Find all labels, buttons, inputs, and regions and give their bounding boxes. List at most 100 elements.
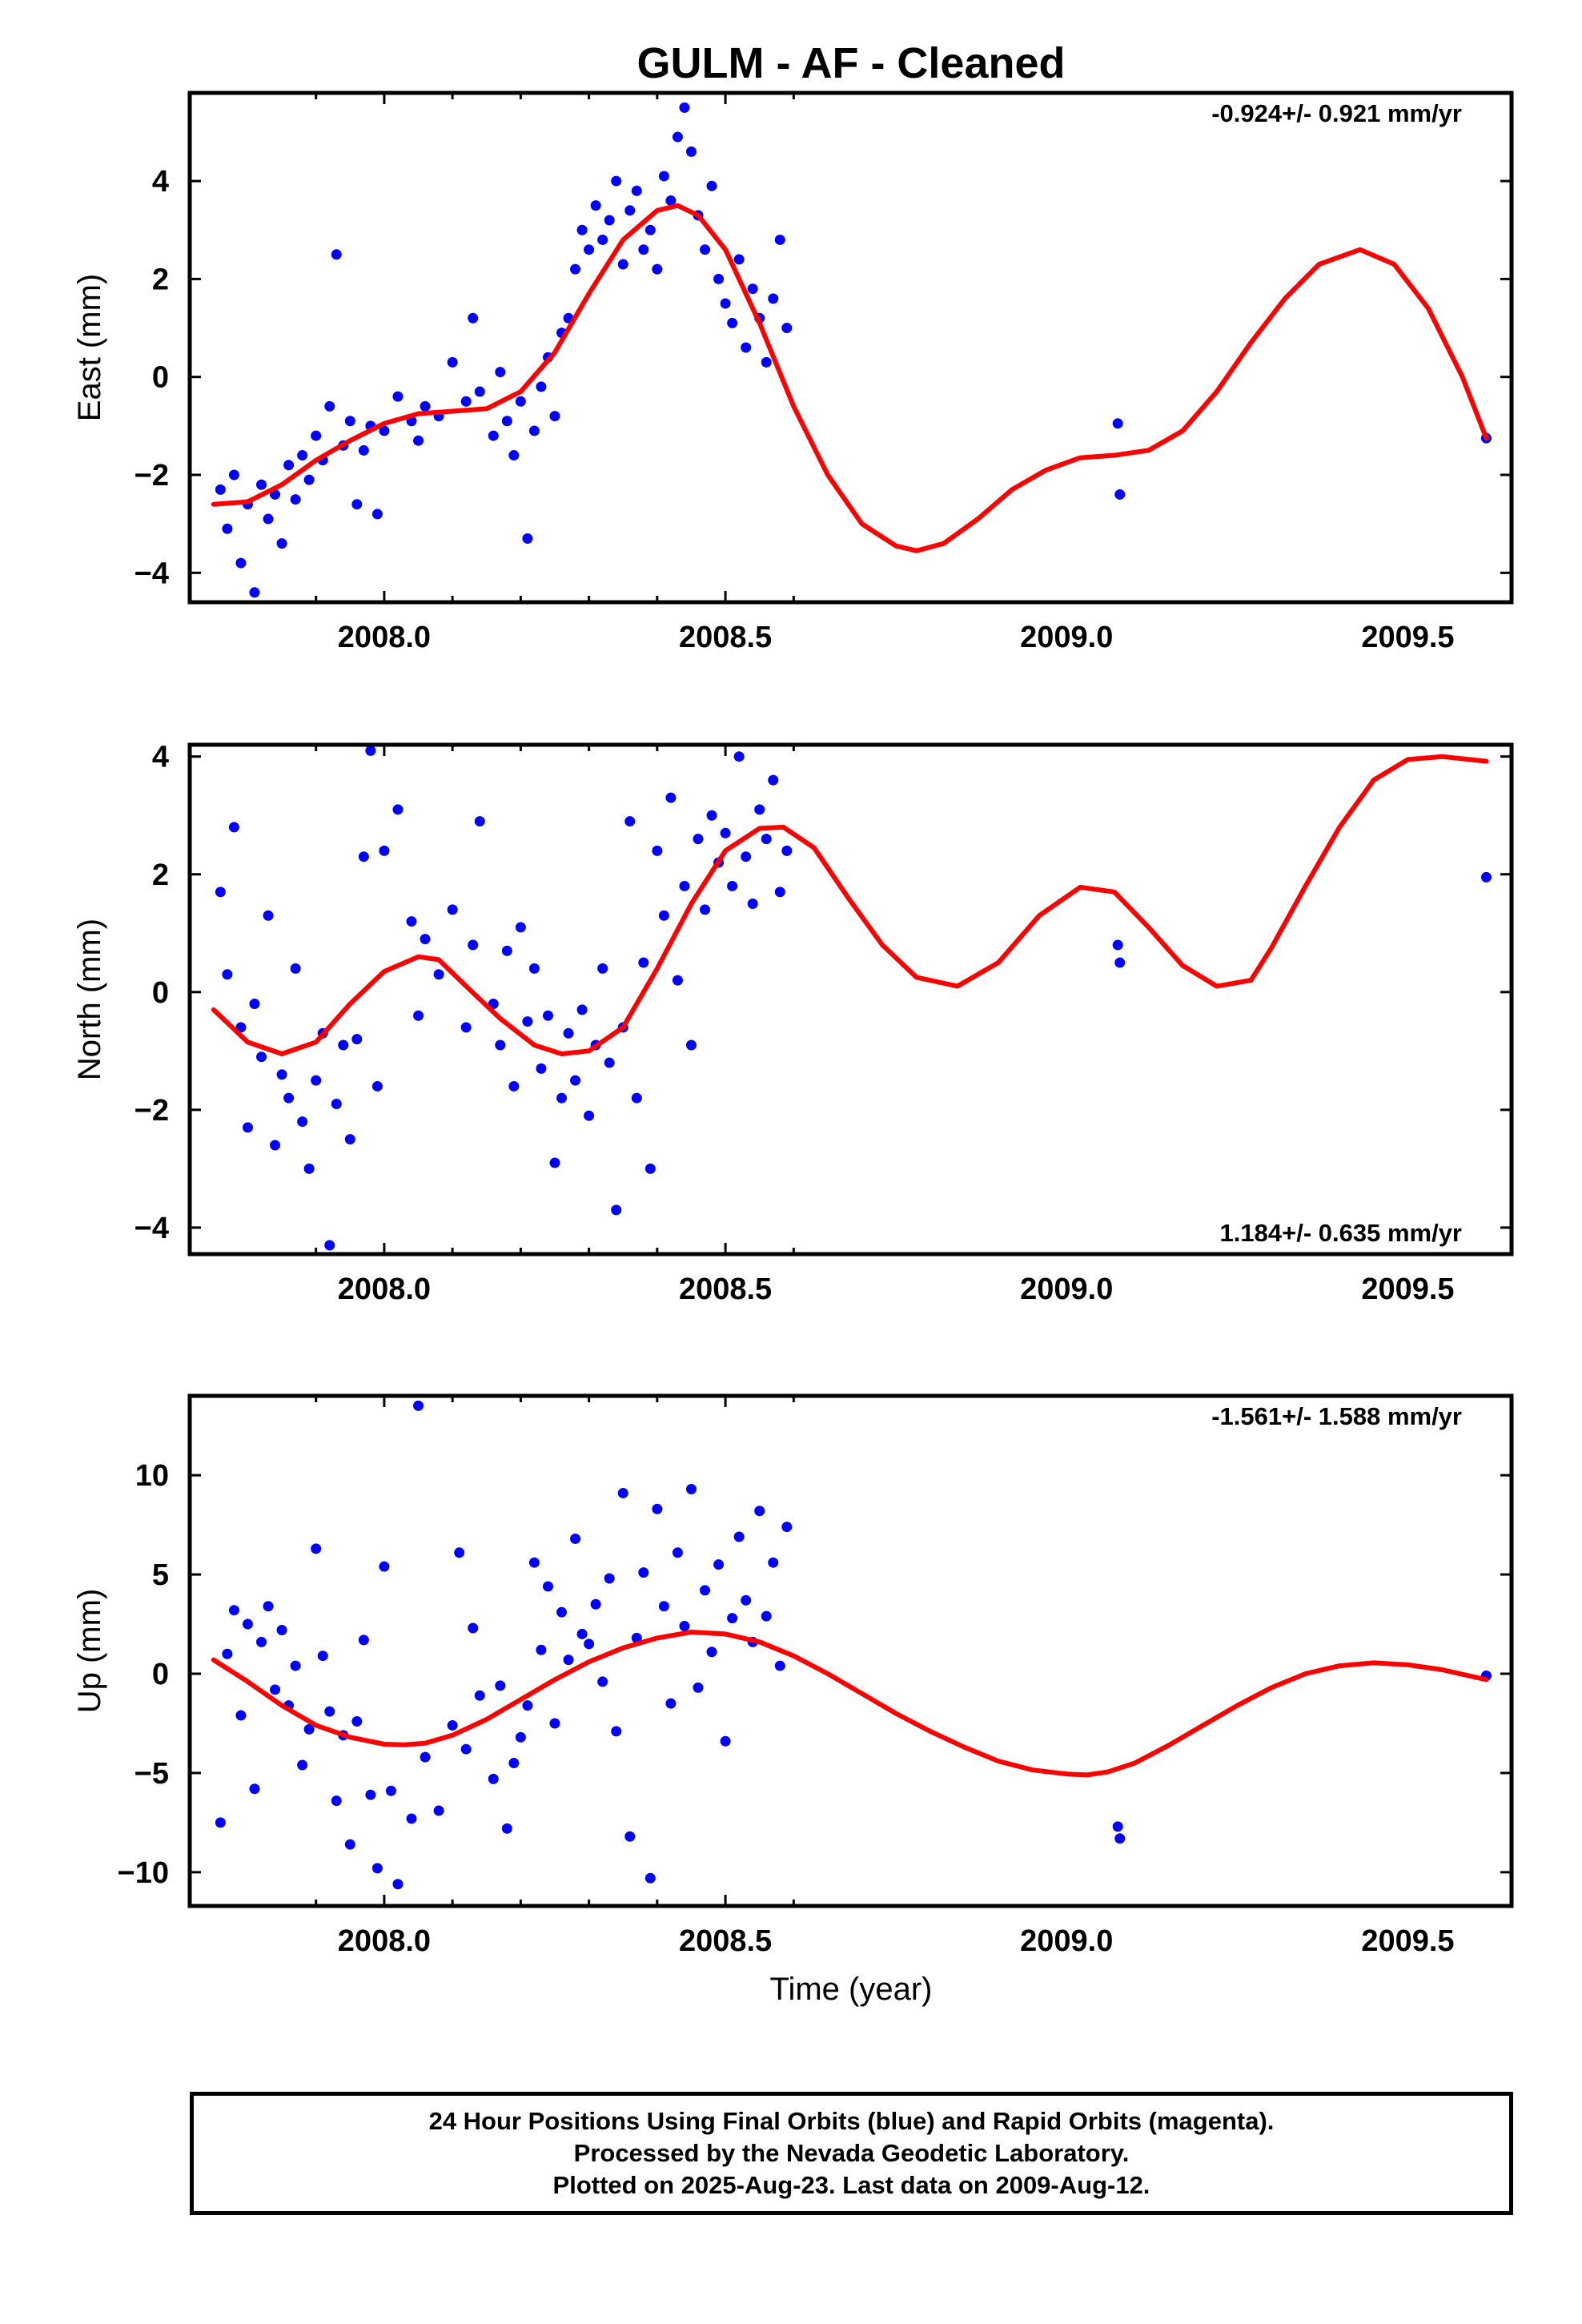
data-point: [679, 1621, 690, 1632]
data-point: [747, 283, 758, 295]
data-point: [242, 1618, 253, 1630]
data-point: [488, 430, 499, 441]
data-point: [263, 1601, 274, 1612]
data-point: [392, 391, 404, 402]
data-point: [741, 851, 752, 862]
data-point: [515, 922, 526, 933]
data-point: [644, 1163, 656, 1174]
x-tick-label: 2009.0: [1020, 1273, 1113, 1306]
data-point: [528, 1557, 540, 1568]
model-curve: [211, 203, 1489, 553]
x-tick-label: 2009.0: [1020, 1924, 1113, 1958]
data-point: [542, 1581, 553, 1592]
data-point: [652, 845, 663, 856]
rate-annotation: -0.924+/- 0.921 mm/yr: [1211, 99, 1462, 127]
data-point: [365, 1789, 376, 1800]
data-point: [263, 910, 274, 921]
data-point: [685, 1039, 697, 1051]
data-point: [672, 975, 683, 986]
footer-line-2: Processed by the Nevada Geodetic Laborat…: [573, 2139, 1130, 2167]
plot-frame: [187, 1393, 1514, 1908]
data-point: [235, 1710, 247, 1721]
data-point: [576, 1004, 588, 1015]
footer-line-3: Plotted on 2025-Aug-23. Last data on 200…: [552, 2171, 1150, 2199]
data-points: [215, 102, 1492, 598]
data-point: [741, 342, 752, 353]
data-point: [644, 224, 656, 235]
data-point: [761, 356, 772, 368]
data-point: [249, 999, 260, 1010]
data-point: [311, 1075, 322, 1086]
data-point: [344, 1134, 355, 1145]
data-point: [249, 1783, 260, 1795]
data-point: [508, 1758, 520, 1769]
data-point: [658, 1601, 669, 1612]
x-tick-label: 2009.5: [1361, 1924, 1454, 1958]
data-point: [604, 215, 615, 226]
y-tick-label: 0: [152, 1658, 169, 1691]
data-point: [754, 1506, 765, 1517]
data-point: [549, 411, 560, 422]
data-point: [733, 751, 745, 762]
figure-title: GULM - AF - Cleaned: [637, 39, 1066, 87]
x-tick-label: 2008.0: [338, 1273, 431, 1306]
data-point: [590, 200, 601, 211]
data-point: [501, 416, 512, 427]
data-point: [235, 557, 247, 569]
data-point: [652, 263, 663, 275]
rate-annotation: -1.561+/- 1.588 mm/yr: [1211, 1402, 1462, 1430]
data-point: [549, 1157, 560, 1168]
data-point: [693, 834, 704, 845]
data-point: [501, 1823, 512, 1834]
data-point: [638, 1567, 649, 1578]
data-point: [508, 1080, 520, 1092]
data-point: [215, 1817, 226, 1828]
data-point: [379, 1561, 390, 1572]
y-tick-label: 0: [152, 976, 169, 1010]
data-point: [638, 957, 649, 968]
data-point: [1112, 1821, 1123, 1832]
data-point: [727, 317, 738, 328]
data-point: [311, 430, 322, 441]
data-point: [1114, 957, 1126, 968]
data-point: [215, 887, 226, 898]
data-point: [447, 356, 458, 368]
data-point: [693, 1682, 704, 1693]
data-point: [515, 1731, 526, 1743]
y-tick-label: 4: [152, 165, 169, 199]
data-point: [713, 1559, 725, 1570]
data-point: [604, 1573, 615, 1584]
data-point: [658, 910, 669, 921]
data-point: [311, 1543, 322, 1554]
data-point: [474, 386, 485, 397]
data-point: [754, 804, 765, 815]
data-point: [672, 1547, 683, 1558]
data-point: [536, 1644, 547, 1655]
data-point: [768, 1557, 779, 1568]
data-point: [297, 1116, 308, 1128]
data-point: [447, 904, 458, 915]
data-point: [447, 1719, 458, 1731]
data-point: [536, 1063, 547, 1074]
data-point: [624, 816, 636, 827]
data-point: [222, 1648, 233, 1659]
x-axis-label: Time (year): [770, 1972, 933, 2007]
data-point: [460, 1743, 472, 1755]
data-point: [270, 1140, 281, 1151]
data-point: [222, 523, 233, 534]
data-point: [700, 244, 711, 255]
data-point: [371, 1080, 383, 1092]
y-tick-label: −4: [135, 1212, 169, 1245]
data-point: [331, 249, 342, 260]
data-point: [228, 1605, 239, 1616]
data-point: [508, 450, 520, 461]
y-axis-label: East (mm): [72, 274, 107, 421]
data-point: [652, 1503, 663, 1514]
data-point: [727, 1613, 738, 1624]
y-axis-label: North (mm): [72, 919, 107, 1080]
data-point: [501, 945, 512, 956]
data-point: [379, 845, 390, 856]
data-point: [584, 1110, 595, 1121]
data-point: [413, 435, 424, 446]
